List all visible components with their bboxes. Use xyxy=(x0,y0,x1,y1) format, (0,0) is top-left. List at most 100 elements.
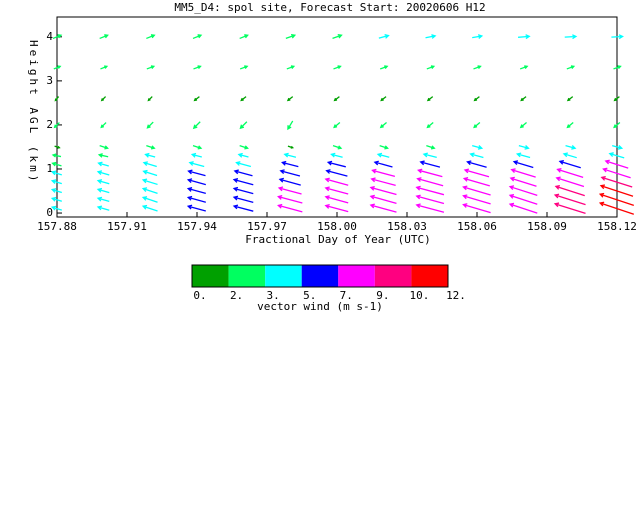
wind-vector xyxy=(519,65,529,70)
y-tick-label: 0 xyxy=(46,206,53,219)
wind-vector xyxy=(283,152,297,158)
wind-vector xyxy=(612,145,624,150)
wind-vector xyxy=(146,65,156,70)
wind-vector xyxy=(193,65,202,70)
wind-vector xyxy=(237,152,249,158)
wind-vector xyxy=(554,184,585,197)
wind-vector xyxy=(600,175,633,188)
wind-vector xyxy=(462,177,490,187)
wind-vector xyxy=(371,168,396,178)
colorbar-segment xyxy=(192,265,229,287)
wind-vector xyxy=(518,145,530,150)
wind-vector xyxy=(141,196,158,203)
wind-vector xyxy=(281,160,299,168)
wind-vector xyxy=(462,194,491,205)
wind-vector xyxy=(332,33,343,40)
wind-vector xyxy=(96,170,110,176)
y-tick-label: 2 xyxy=(46,118,53,131)
wind-vector xyxy=(279,169,301,177)
wind-vector xyxy=(50,188,62,194)
wind-vector xyxy=(96,205,110,211)
wind-vector xyxy=(50,170,62,176)
wind-vector xyxy=(100,122,107,129)
colorbar-tick-label: 0. xyxy=(193,289,206,302)
x-tick-label: 157.94 xyxy=(177,220,217,233)
wind-vector xyxy=(462,203,491,214)
wind-vector xyxy=(602,167,631,179)
wind-vector xyxy=(425,34,437,39)
wind-vector xyxy=(510,168,536,178)
wind-vector xyxy=(604,159,629,169)
colorbar-segment xyxy=(265,265,302,287)
wind-vector xyxy=(379,65,389,70)
wind-vector xyxy=(99,145,109,150)
wind-vector xyxy=(50,196,62,202)
wind-vector xyxy=(598,192,635,207)
wind-vector xyxy=(515,152,531,159)
wind-vector xyxy=(369,194,397,204)
wind-vector xyxy=(96,187,110,194)
wind-vector xyxy=(232,186,254,195)
wind-vector xyxy=(376,152,390,158)
wind-vector xyxy=(333,65,342,70)
wind-vector xyxy=(555,176,585,188)
wind-vector xyxy=(556,167,584,179)
wind-vector xyxy=(508,202,538,214)
wind-vector xyxy=(553,193,586,206)
wind-vector xyxy=(146,34,156,40)
colorbar-segment xyxy=(301,265,339,287)
y-tick-label: 3 xyxy=(46,74,53,87)
wind-vector xyxy=(369,185,397,196)
wind-vector xyxy=(142,169,158,177)
x-tick-label: 158.06 xyxy=(457,220,497,233)
wind-vector xyxy=(96,179,110,185)
wind-vector xyxy=(473,65,482,70)
x-tick-label: 157.88 xyxy=(37,220,77,233)
wind-vector xyxy=(466,160,487,168)
wind-vector xyxy=(333,122,341,129)
wind-vector xyxy=(324,177,349,186)
colorbar-tick-label: 2. xyxy=(230,289,243,302)
wind-vector xyxy=(96,196,110,203)
wind-vector xyxy=(333,96,340,102)
colorbar-segment xyxy=(228,265,266,287)
wind-vector xyxy=(146,121,154,129)
wind-vector xyxy=(426,65,436,70)
wind-vector xyxy=(509,176,537,187)
wind-vector xyxy=(190,152,202,158)
y-axis-label: Height AGL (km) xyxy=(27,40,40,184)
colorbar-tick-label: 9. xyxy=(376,289,389,302)
wind-vector xyxy=(463,168,490,178)
wind-vector xyxy=(379,122,387,129)
wind-vector xyxy=(508,185,538,196)
wind-vector xyxy=(599,184,634,197)
x-tick-label: 157.91 xyxy=(107,220,147,233)
wind-vector xyxy=(598,201,635,215)
wind-vector xyxy=(611,34,624,40)
wind-vector xyxy=(52,34,63,40)
chart-title: MM5_D4: spol site, Forecast Start: 20020… xyxy=(174,1,485,14)
wind-vector xyxy=(285,33,297,40)
wind-vector xyxy=(324,204,349,213)
wind-vector xyxy=(51,153,62,158)
wind-vector xyxy=(473,96,480,102)
wind-vector xyxy=(417,168,443,178)
wind-vector xyxy=(473,122,481,129)
wind-vector xyxy=(147,96,153,102)
wind-vector xyxy=(566,65,576,70)
colorbar-label: vector wind (m s-1) xyxy=(257,300,383,313)
wind-vector xyxy=(186,178,206,186)
wind-vector xyxy=(186,195,206,203)
wind-vector xyxy=(472,145,484,150)
wind-vector xyxy=(232,178,254,186)
wind-vector xyxy=(141,178,158,186)
wind-vector xyxy=(370,177,396,187)
wind-vector xyxy=(520,96,527,102)
wind-vector xyxy=(187,169,206,177)
wind-vector xyxy=(519,122,527,129)
wind-vector xyxy=(144,152,156,158)
wind-vector xyxy=(277,195,303,204)
wind-vector xyxy=(469,152,484,159)
wind-vector xyxy=(277,203,303,213)
